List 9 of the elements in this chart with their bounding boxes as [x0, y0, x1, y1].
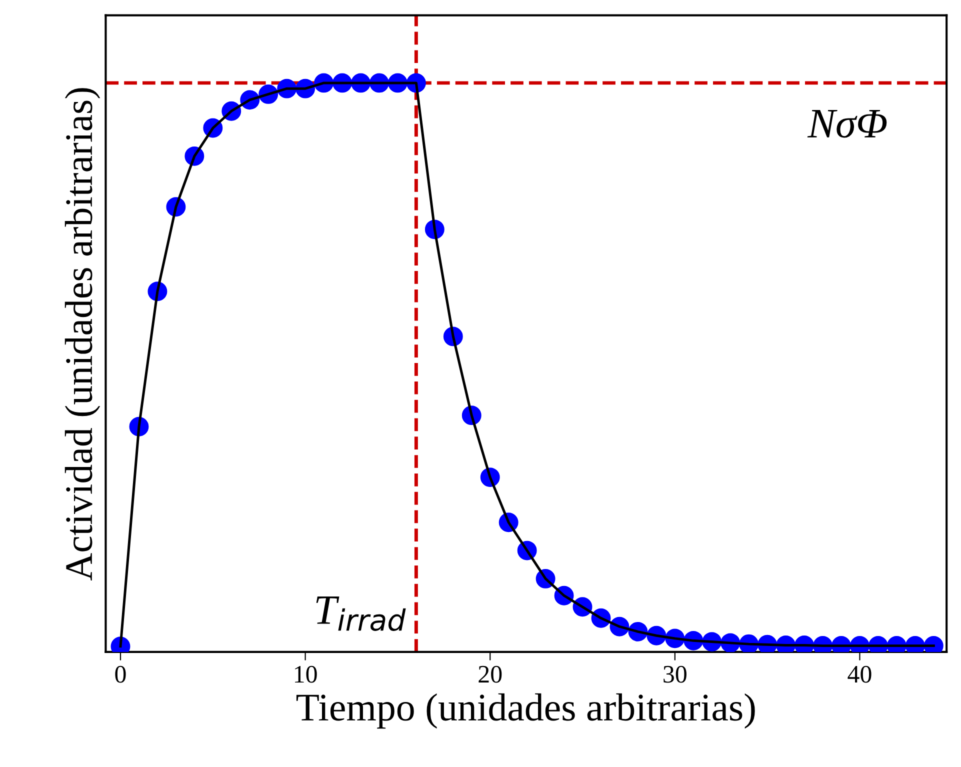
- x-tick-label: 0: [115, 666, 126, 683]
- x-tick-label: 10: [295, 666, 317, 683]
- x-tick-label: 20: [478, 666, 502, 683]
- y-axis-title: Actividad (unidades arbitrarias): [64, 88, 100, 581]
- x-tick-label: 40: [848, 666, 872, 683]
- x-tick-label: 30: [664, 666, 686, 683]
- ref-line-label: T$_{irrad}$: [316, 596, 406, 632]
- ref-line-label: NσΦ: [807, 110, 887, 138]
- x-axis-title: Tiempo (unidades arbitrarias): [296, 693, 755, 729]
